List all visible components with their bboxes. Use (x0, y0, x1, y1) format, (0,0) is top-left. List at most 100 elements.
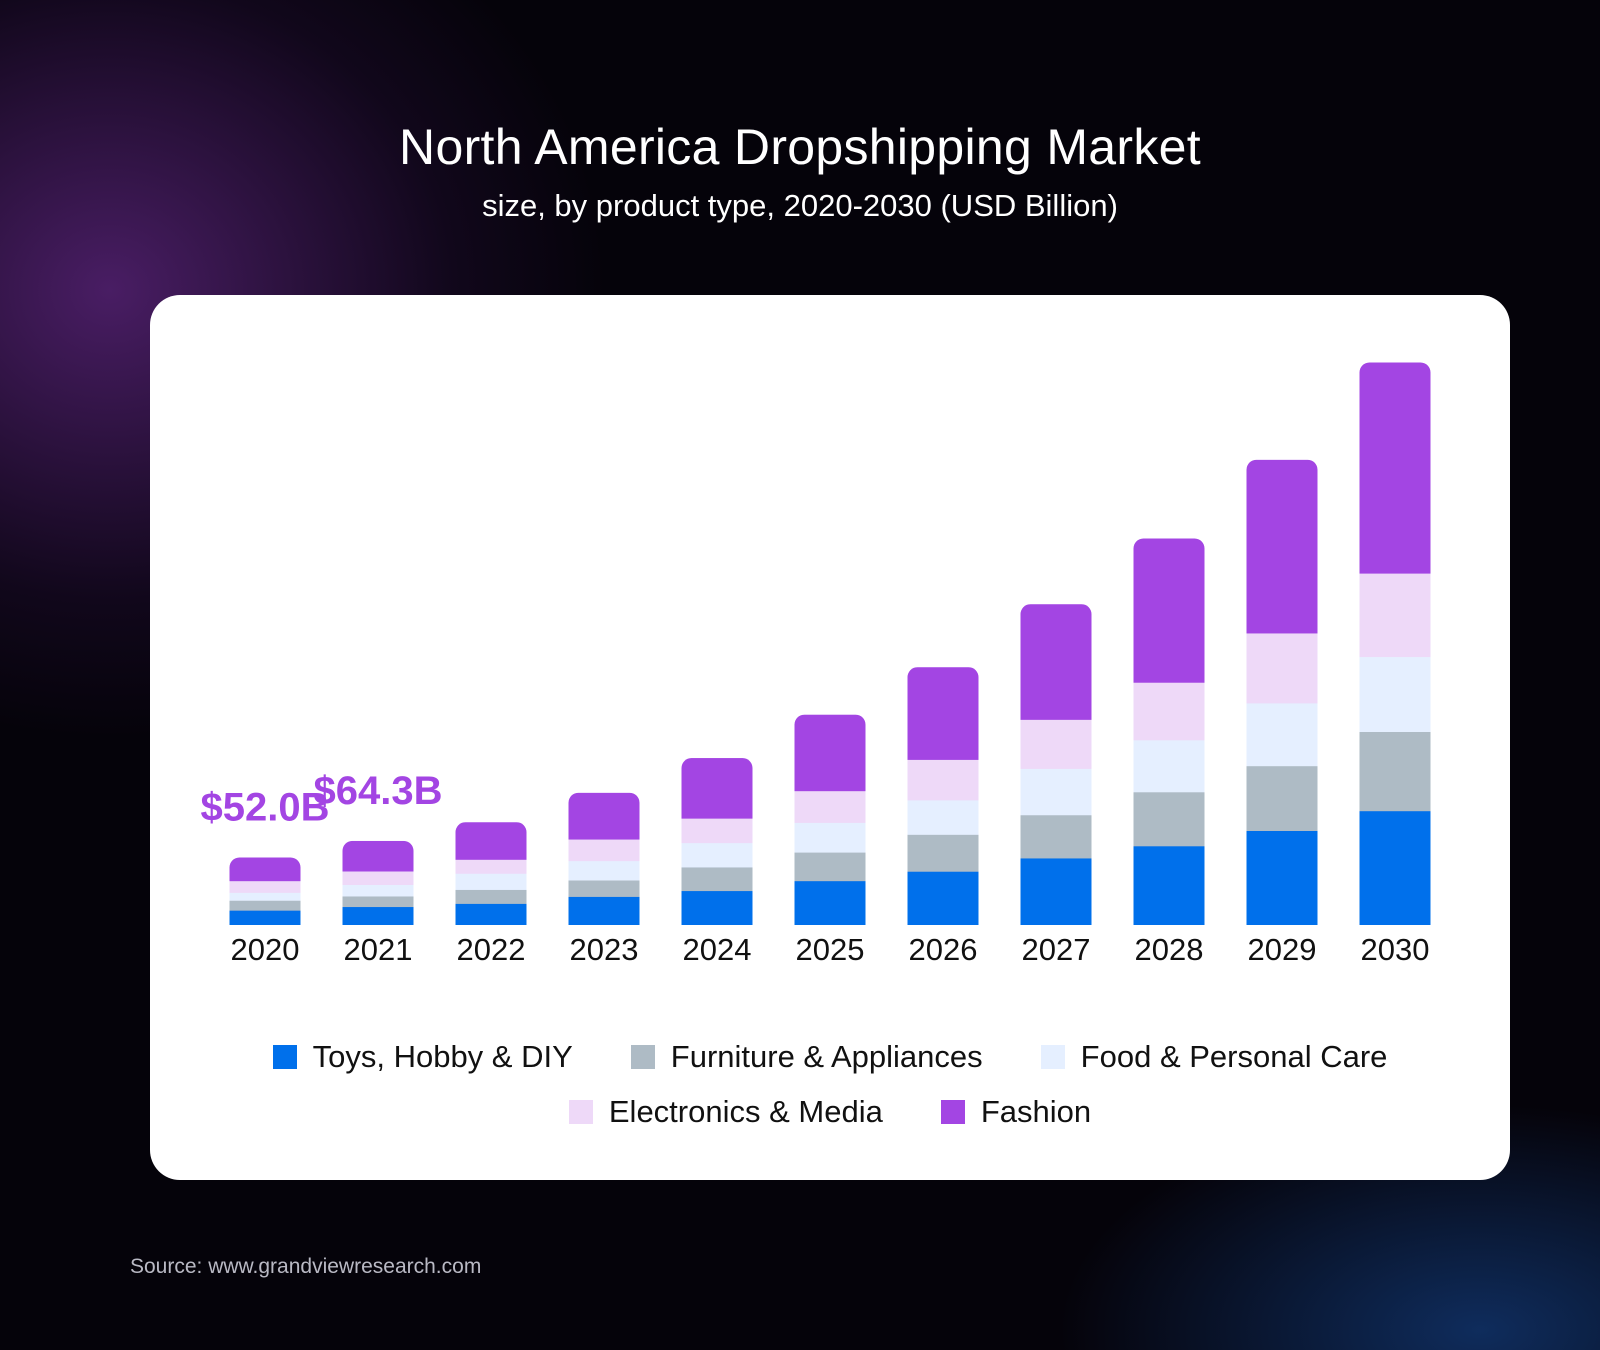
bar-segment-fashion-2030 (1359, 362, 1431, 574)
bar-segment-electronics-media-2028 (1133, 682, 1205, 741)
bar-stack-2020 (229, 857, 301, 925)
bar-stack-2025 (794, 714, 866, 925)
bar-segment-electronics-media-2026 (907, 759, 979, 801)
data-label-2020: $52.0B (201, 786, 330, 830)
legend-item-toys: Toys, Hobby & DIY (272, 1039, 573, 1075)
x-tick-label-2023: 2023 (570, 932, 639, 967)
x-tick-label-2029: 2029 (1248, 932, 1317, 967)
x-tick-label-2020: 2020 (231, 932, 300, 967)
x-tick-label-2025: 2025 (796, 932, 865, 967)
bar-segment-food-personal-care-2027 (1020, 768, 1092, 816)
bar-segment-furniture-appliances-2025 (794, 852, 866, 882)
bar-segment-furniture-appliances-2029 (1246, 765, 1318, 831)
data-label-2021: $64.3B (314, 769, 443, 813)
chart-subtitle: size, by product type, 2020-2030 (USD Bi… (482, 188, 1118, 223)
bar-segment-toys-hobby-diy-2025 (794, 880, 866, 925)
legend-swatch-toys (272, 1045, 297, 1069)
bar-segment-food-personal-care-2020 (229, 892, 301, 901)
bar-segment-electronics-media-2025 (794, 790, 866, 823)
legend-swatch-fashion (940, 1100, 965, 1124)
bar-segment-fashion-2026 (907, 667, 979, 760)
bar-segment-fashion-2023 (568, 792, 640, 840)
chart-title: North America Dropshipping Market (399, 119, 1201, 175)
legend-label-toys: Toys, Hobby & DIY (312, 1039, 573, 1074)
bar-segment-toys-hobby-diy-2022 (455, 903, 527, 925)
bar-segment-toys-hobby-diy-2026 (907, 871, 979, 925)
legend-label-electronics: Electronics & Media (608, 1094, 883, 1129)
bar-segment-electronics-media-2024 (681, 818, 753, 844)
legend-item-fashion: Fashion (940, 1094, 1092, 1130)
bar-stack-2022 (455, 822, 527, 925)
bar-segment-electronics-media-2023 (568, 839, 640, 862)
bar-segment-furniture-appliances-2024 (681, 866, 753, 892)
bar-segment-fashion-2021 (342, 840, 414, 872)
x-tick-label-2021: 2021 (344, 932, 413, 967)
legend-row-2: Electronics & Media Fashion (150, 1094, 1510, 1130)
legend-item-furniture: Furniture & Appliances (630, 1039, 983, 1075)
bar-segment-furniture-appliances-2023 (568, 880, 640, 897)
bar-segment-food-personal-care-2029 (1246, 702, 1318, 767)
bar-stack-2028 (1133, 538, 1205, 925)
bar-segment-furniture-appliances-2026 (907, 834, 979, 872)
legend-label-furniture: Furniture & Appliances (670, 1039, 983, 1074)
bar-segment-electronics-media-2029 (1246, 632, 1318, 704)
bar-segment-toys-hobby-diy-2030 (1359, 810, 1431, 925)
bar-stack-2029 (1246, 459, 1318, 925)
legend-item-food: Food & Personal Care (1040, 1039, 1388, 1075)
bar-segment-electronics-media-2020 (229, 880, 301, 893)
bar-segment-toys-hobby-diy-2021 (342, 906, 414, 925)
source-note: Source: www.grandviewresearch.com (130, 1255, 482, 1278)
bar-segment-fashion-2022 (455, 822, 527, 860)
x-tick-label-2026: 2026 (909, 932, 978, 967)
bar-segment-fashion-2029 (1246, 459, 1318, 634)
bar-segment-fashion-2025 (794, 714, 866, 792)
x-tick-label-2027: 2027 (1022, 932, 1091, 967)
bar-segment-food-personal-care-2024 (681, 842, 753, 868)
bar-segment-fashion-2024 (681, 758, 753, 819)
x-tick-label-2024: 2024 (683, 932, 752, 967)
bar-segment-fashion-2028 (1133, 538, 1205, 683)
legend-swatch-electronics (568, 1100, 593, 1124)
bar-segment-toys-hobby-diy-2028 (1133, 845, 1205, 925)
bar-segment-furniture-appliances-2030 (1359, 731, 1431, 812)
bar-segment-food-personal-care-2021 (342, 884, 414, 897)
bar-segment-toys-hobby-diy-2023 (568, 896, 640, 925)
bar-segment-toys-hobby-diy-2029 (1246, 830, 1318, 925)
legend-label-fashion: Fashion (980, 1094, 1092, 1129)
bar-segment-toys-hobby-diy-2024 (681, 890, 753, 925)
bar-segment-food-personal-care-2028 (1133, 739, 1205, 793)
x-tick-label-2030: 2030 (1361, 932, 1430, 967)
legend-swatch-food (1040, 1045, 1065, 1069)
bar-segment-food-personal-care-2030 (1359, 656, 1431, 732)
bar-segment-furniture-appliances-2028 (1133, 791, 1205, 847)
bar-stack-2024 (681, 758, 753, 925)
bar-segment-food-personal-care-2023 (568, 860, 640, 881)
legend-item-electronics: Electronics & Media (568, 1094, 883, 1130)
bar-segment-furniture-appliances-2021 (342, 895, 414, 908)
bar-segment-toys-hobby-diy-2027 (1020, 857, 1092, 925)
bar-segment-food-personal-care-2025 (794, 822, 866, 853)
bar-segment-food-personal-care-2026 (907, 799, 979, 835)
bar-segment-furniture-appliances-2027 (1020, 814, 1092, 859)
bar-segment-furniture-appliances-2022 (455, 889, 527, 904)
bar-stack-2027 (1020, 604, 1092, 925)
x-tick-label-2028: 2028 (1135, 932, 1204, 967)
bar-segment-electronics-media-2022 (455, 859, 527, 874)
bar-segment-electronics-media-2021 (342, 871, 414, 885)
bar-segment-electronics-media-2027 (1020, 719, 1092, 769)
stacked-bar-chart: 2020 2021 2022 2023 2024 2025 2026 2027 2028 2029… (201, 362, 1431, 967)
bar-stack-2030 (1359, 362, 1431, 925)
legend-label-food: Food & Personal Care (1080, 1039, 1388, 1074)
bar-segment-toys-hobby-diy-2020 (229, 910, 301, 925)
legend-swatch-furniture (630, 1045, 655, 1069)
bar-stack-2021 (342, 840, 414, 925)
chart-card: 2020 2021 2022 2023 2024 2025 2026 2027 2028 2029… (150, 295, 1510, 1180)
bar-segment-food-personal-care-2022 (455, 873, 527, 890)
legend-row-1: Toys, Hobby & DIY Furniture & Appliances… (150, 1039, 1510, 1075)
bar-segment-fashion-2027 (1020, 604, 1092, 720)
bar-stack-2026 (907, 667, 979, 925)
bar-segment-fashion-2020 (229, 857, 301, 882)
bar-segment-electronics-media-2030 (1359, 573, 1431, 658)
bar-segment-furniture-appliances-2020 (229, 900, 301, 911)
bar-stack-2023 (568, 792, 640, 925)
